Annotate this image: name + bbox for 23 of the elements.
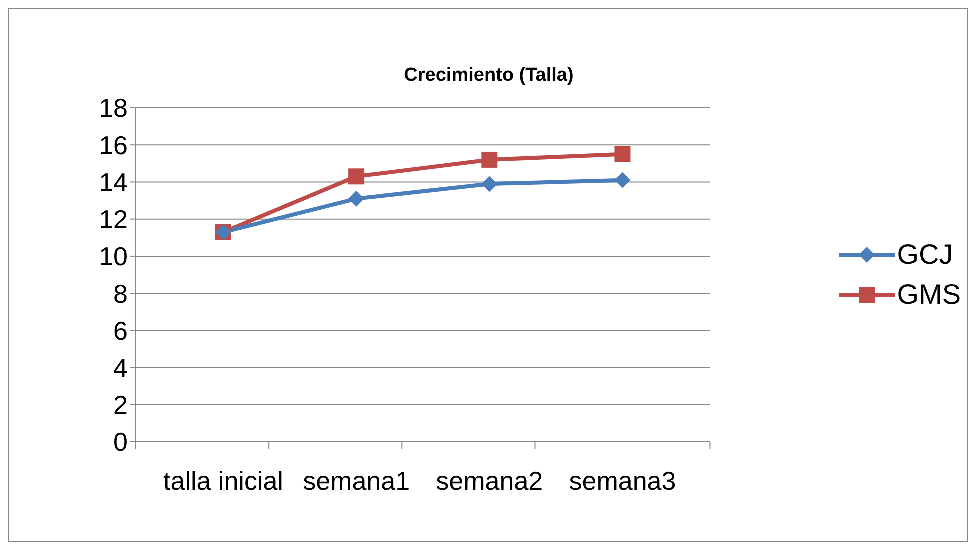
- x-tick-label: semana2: [436, 466, 544, 496]
- x-tick-label: semana1: [303, 466, 410, 496]
- point: [348, 190, 365, 207]
- y-tick-label: 4: [114, 353, 128, 384]
- chart-title: Crecimiento (Talla): [403, 65, 575, 87]
- y-tick-label: 0: [114, 427, 128, 458]
- point: [614, 146, 631, 162]
- legend-label: GMS: [897, 279, 961, 311]
- legend-label: GCJ: [897, 239, 954, 271]
- point: [614, 172, 631, 188]
- y-tick-label: 16: [99, 130, 128, 160]
- y-tick-label: 10: [99, 242, 128, 272]
- point: [482, 152, 498, 168]
- y-tick-label: 8: [114, 278, 128, 309]
- y-tick-label: 6: [114, 316, 128, 346]
- point: [482, 176, 498, 192]
- x-tick-label: talla inicial: [164, 466, 284, 496]
- y-tick-label: 18: [99, 93, 128, 124]
- y-tick-label: 14: [99, 167, 128, 198]
- point: [348, 168, 365, 185]
- y-tick-label: 12: [99, 204, 128, 235]
- x-tick-label: semana3: [569, 466, 676, 496]
- y-tick-label: 2: [114, 390, 128, 420]
